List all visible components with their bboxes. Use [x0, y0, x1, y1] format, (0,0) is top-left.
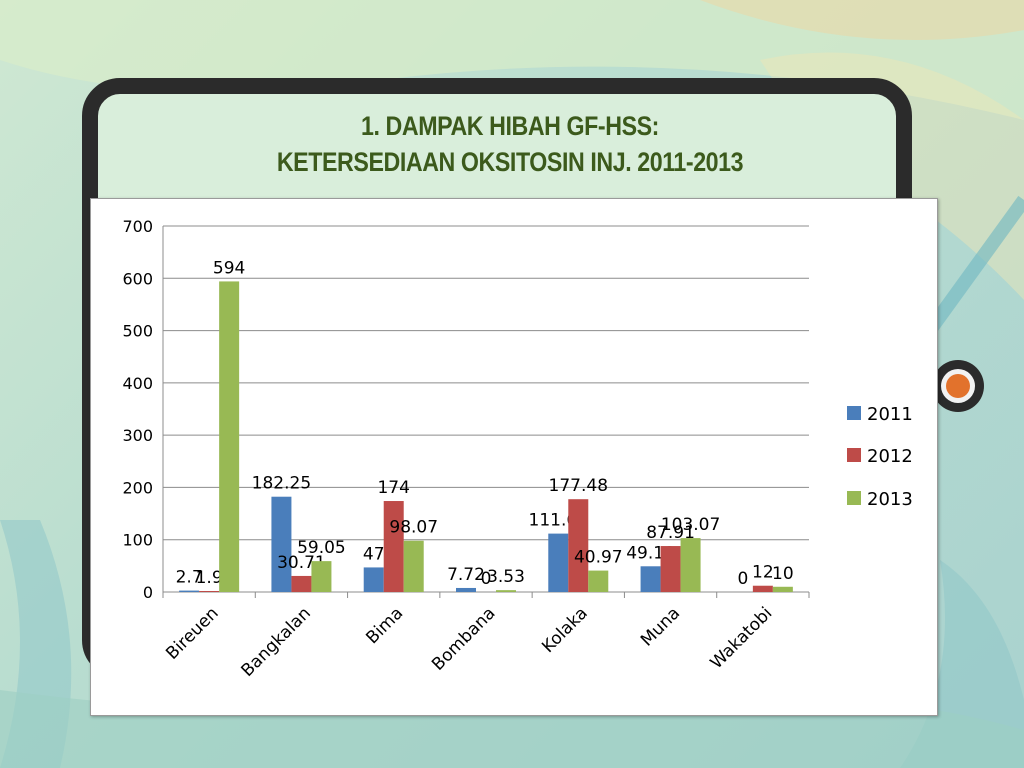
- data-label: 59.05: [297, 538, 346, 558]
- data-label: 594: [213, 258, 245, 278]
- data-label: 87.91: [646, 523, 695, 543]
- bar-2012-bireuen: [199, 591, 220, 592]
- data-label: 0: [481, 569, 492, 589]
- x-category-label: Kolaka: [538, 603, 592, 657]
- data-label: 47: [363, 544, 385, 564]
- bar-2012-kolaka: [568, 499, 589, 592]
- data-label: 182.25: [252, 474, 311, 494]
- chart-panel: 0 100 200 300 400 500 600 700 2.7 1.9 594 Bireuen 18…: [90, 198, 938, 716]
- data-label: 103.07: [661, 515, 720, 535]
- data-label: 2.7: [176, 568, 203, 588]
- data-label: 10: [772, 564, 794, 584]
- bar-2012-bangkalan: [291, 575, 312, 592]
- legend-label-2011: 2011: [867, 404, 913, 425]
- legend-swatch-2013: [847, 491, 861, 505]
- bar-2012-muna: [660, 546, 681, 592]
- bar-2013-kolaka: [588, 570, 609, 592]
- bar-2012-bima: [383, 501, 404, 592]
- bar-2011-kolaka: [548, 533, 569, 592]
- bar-2011-bombana: [456, 587, 476, 592]
- bar-2013-wakatobi: [772, 586, 793, 592]
- bar-2012-wakatobi: [752, 585, 773, 592]
- y-tick-label: 600: [122, 269, 153, 288]
- x-category-label: Bima: [362, 603, 407, 648]
- data-label: 98.07: [389, 518, 438, 538]
- x-category-label: Bangkalan: [238, 603, 315, 680]
- x-category-label: Bireuen: [162, 603, 222, 663]
- y-tick-label: 0: [143, 583, 153, 602]
- y-tick-label: 100: [122, 531, 153, 550]
- data-label: 40.97: [574, 548, 623, 568]
- data-label: 7.72: [447, 565, 485, 585]
- legend-label-2013: 2013: [867, 489, 913, 510]
- y-tick-label: 300: [122, 426, 153, 445]
- bar-2013-bombana: [496, 590, 516, 592]
- bar-2013-bima: [403, 540, 424, 592]
- bar-2013-bireuen: [219, 281, 240, 592]
- legend-swatch-2012: [847, 448, 861, 462]
- y-tick-label: 400: [122, 374, 153, 393]
- y-tick-label: 700: [122, 217, 153, 236]
- bar-2013-bangkalan: [311, 561, 332, 592]
- data-label: 1.9: [196, 568, 223, 588]
- bar-2011-bima: [363, 567, 384, 592]
- data-label: 177.48: [549, 476, 608, 496]
- bar-2011-bireuen: [179, 590, 200, 592]
- data-label: 174: [377, 478, 409, 498]
- title-line-2: KETERSEDIAAN OKSITOSIN INJ. 2011-2013: [276, 147, 744, 177]
- orange-circle-ornament: [932, 360, 984, 412]
- y-tick-label: 200: [122, 478, 153, 497]
- bar-chart: 01002003004005006007002.71.9594Bireuen18…: [122, 217, 913, 681]
- bar-2013-muna: [680, 538, 701, 592]
- x-category-label: Wakatobi: [707, 603, 777, 673]
- bar-2011-bangkalan: [271, 496, 292, 592]
- x-category-label: Bombana: [428, 603, 499, 674]
- legend-swatch-2011: [847, 406, 861, 420]
- legend-label-2012: 2012: [867, 446, 913, 467]
- x-category-label: Muna: [637, 603, 684, 650]
- data-label: 12: [752, 563, 774, 583]
- data-label: 3.53: [487, 567, 525, 587]
- slide-title: 1. DAMPAK HIBAH GF-HSS: KETERSEDIAAN OKS…: [200, 108, 819, 180]
- title-line-1: 1. DAMPAK HIBAH GF-HSS:: [360, 111, 659, 141]
- bar-2011-muna: [640, 566, 661, 592]
- data-label: 0: [737, 569, 748, 589]
- y-tick-label: 500: [122, 322, 153, 341]
